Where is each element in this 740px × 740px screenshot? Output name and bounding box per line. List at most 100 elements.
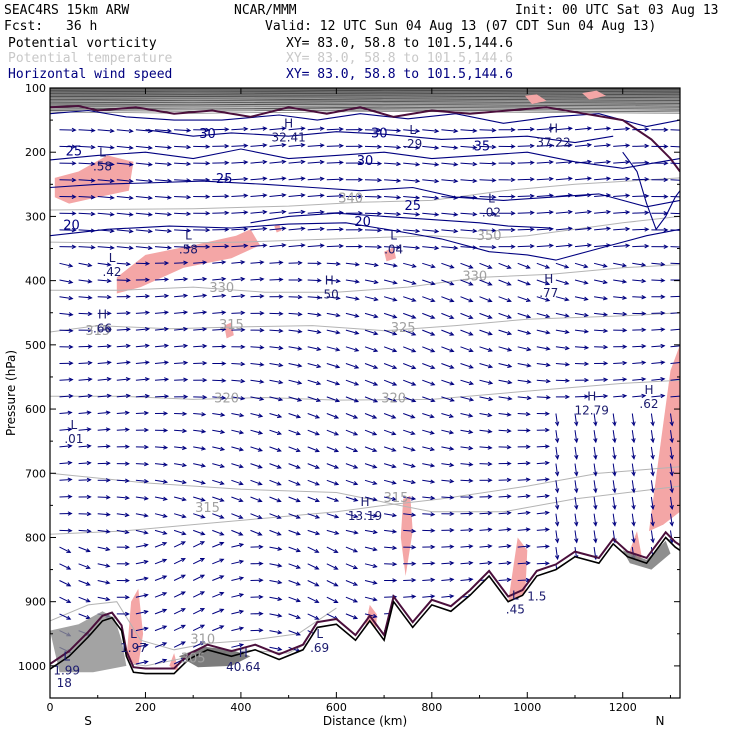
wind-vector: [631, 413, 635, 426]
wind-vector: [288, 496, 300, 502]
wind-vector-head: [606, 126, 612, 131]
wind-vector: [479, 296, 492, 302]
wind-vector-head: [262, 243, 268, 248]
wind-vector-head: [564, 264, 570, 269]
wind-vector-head: [644, 243, 650, 249]
wind-vector: [307, 479, 320, 486]
wind-vector-head: [468, 494, 474, 500]
wind-vector-head: [238, 497, 244, 503]
extremum-kind: H: [98, 308, 107, 322]
wind-vector-head: [278, 328, 284, 333]
wind-vector: [517, 363, 531, 367]
wind-vector-head: [238, 514, 244, 519]
wind-vector: [97, 345, 111, 348]
theta-label: 320: [381, 392, 406, 407]
wind-vector-head: [644, 143, 650, 149]
wind-vector-head: [472, 211, 478, 217]
wind-vector-head: [468, 527, 474, 533]
wind-vector: [135, 594, 148, 598]
wind-vector: [192, 574, 205, 581]
wind-vector-head: [603, 377, 609, 382]
wind-vector: [116, 262, 130, 265]
wind-vector-head: [105, 444, 111, 449]
wind-vector-head: [167, 195, 173, 200]
wind-vector: [154, 609, 167, 615]
wind-vector: [650, 530, 654, 543]
wind-vector-head: [410, 414, 416, 419]
wind-vector: [441, 379, 454, 385]
wind-vector: [116, 412, 129, 414]
wind-vector-head: [180, 608, 186, 613]
wind-vector: [231, 278, 245, 281]
wind-vector-head: [338, 227, 344, 232]
wind-vector-head: [354, 279, 360, 284]
wind-vector: [517, 462, 530, 465]
wind-vector: [651, 279, 665, 282]
wind-vector: [193, 328, 207, 331]
extremum-kind: L: [488, 191, 495, 205]
wind-vector-head: [238, 626, 245, 631]
wind-vector: [97, 361, 111, 364]
wind-vector: [460, 279, 473, 286]
wind-vector-head: [86, 477, 92, 483]
wind-vectors: [59, 126, 680, 665]
wind-vector-head: [90, 195, 96, 200]
wind-vector-head: [525, 281, 531, 286]
extremum-value: 18: [57, 676, 72, 690]
wind-vector: [192, 641, 205, 648]
wind-vector: [403, 246, 420, 249]
y-tick-label: 400: [25, 275, 46, 288]
wind-vector-head: [354, 364, 360, 369]
wind-vector-head: [240, 293, 246, 299]
wind-vector: [517, 279, 531, 286]
wind-vector: [231, 195, 248, 197]
wind-vector: [403, 279, 416, 285]
wind-vector-head: [641, 262, 647, 267]
wind-vector-head: [526, 379, 532, 384]
wind-vector: [78, 229, 95, 232]
wind-vector: [231, 363, 245, 365]
wind-vector-head: [525, 461, 531, 466]
wind-vector-head: [319, 243, 325, 248]
wind-vector: [269, 396, 283, 401]
wind-vector: [632, 345, 646, 348]
theta-label: 350: [477, 229, 502, 244]
wind-vector-head: [529, 127, 535, 132]
y-tick-label: 900: [25, 596, 46, 609]
wind-vector-head: [238, 481, 244, 486]
wind-vector: [632, 245, 649, 248]
wind-vector: [326, 463, 339, 469]
wind-vector-head: [278, 362, 284, 368]
wind-vector-head: [106, 377, 112, 382]
wind-vector: [498, 562, 511, 565]
wind-vector: [288, 379, 302, 384]
wind-vector-head: [529, 243, 535, 249]
wind-vector: [269, 563, 282, 567]
wind-vector: [78, 179, 95, 182]
wind-vector-head: [545, 281, 551, 286]
extremum-value: .04: [384, 243, 403, 257]
wind-vector: [594, 127, 611, 131]
wind-vector-head: [491, 244, 497, 250]
wind-vector: [594, 329, 608, 332]
wind-vector-head: [650, 421, 655, 427]
wind-vector-head: [67, 460, 73, 466]
wind-vector: [326, 396, 340, 402]
wind-vector: [345, 596, 358, 603]
wind-vector-head: [182, 411, 188, 416]
wind-vector: [326, 429, 339, 436]
wind-vector-head: [430, 561, 436, 566]
wind-vector-head: [641, 295, 647, 300]
wind-vector-head: [276, 447, 282, 452]
wind-vector-head: [295, 498, 301, 503]
wind-vector: [364, 446, 377, 452]
wind-vector-head: [574, 454, 579, 460]
wind-vector: [326, 596, 338, 603]
wind-vector: [479, 446, 492, 449]
wind-vector: [135, 529, 148, 534]
wind-vector-head: [506, 281, 512, 286]
extremum-kind: L: [130, 627, 137, 641]
wind-vector-head: [510, 227, 516, 233]
wind-vector: [574, 463, 578, 476]
wind-vector-head: [297, 329, 303, 334]
